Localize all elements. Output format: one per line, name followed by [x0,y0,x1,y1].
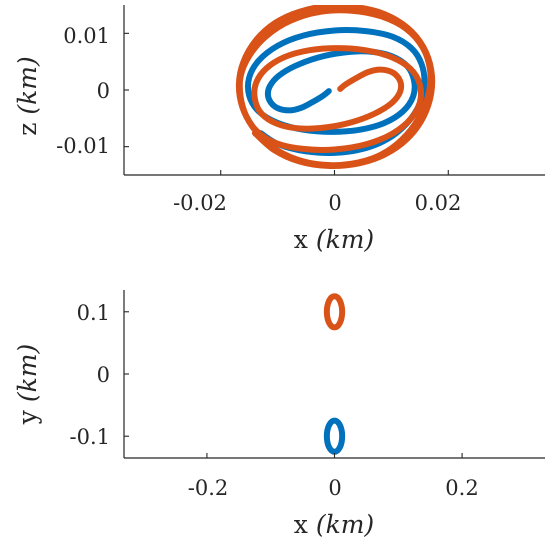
bottom-series-0-trajectory [323,417,346,455]
top-series-1-trajectory [235,5,436,169]
top-xtick-label: 0 [328,191,341,215]
top-ytick-label: -0.01 [56,134,110,158]
top-plot-area [235,5,436,169]
bottom-ytick-label: 0 [97,363,110,387]
top-y-axis-label: z (km) [13,56,42,136]
top-tick-marks [124,32,449,175]
bottom-x-axis-label: x (km) [294,510,374,539]
bottom-panel: -0.2 0 0.2 -0.1 0 0.1 x (km) y (km) [13,290,545,539]
bottom-xtick-label: 0.2 [445,476,478,500]
top-ytick-label: 0 [97,79,110,103]
bottom-xtick-label: 0 [328,476,341,500]
top-panel: -0.02 0 0.02 -0.01 0 0.01 x (km) z (km) [13,5,545,254]
bottom-ytick-label: 0.1 [77,301,110,325]
bottom-series-1-trajectory [323,293,346,331]
bottom-tick-marks [124,311,463,458]
bottom-ytick-label: -0.1 [70,425,111,449]
bottom-xtick-label: -0.2 [188,476,229,500]
top-xtick-label: -0.02 [173,191,227,215]
bottom-plot-area [323,293,346,455]
top-x-axis-label: x (km) [294,225,374,254]
top-ytick-label: 0.01 [63,24,110,48]
top-xtick-label: 0.02 [415,191,462,215]
bottom-y-axis-label: y (km) [13,344,42,425]
